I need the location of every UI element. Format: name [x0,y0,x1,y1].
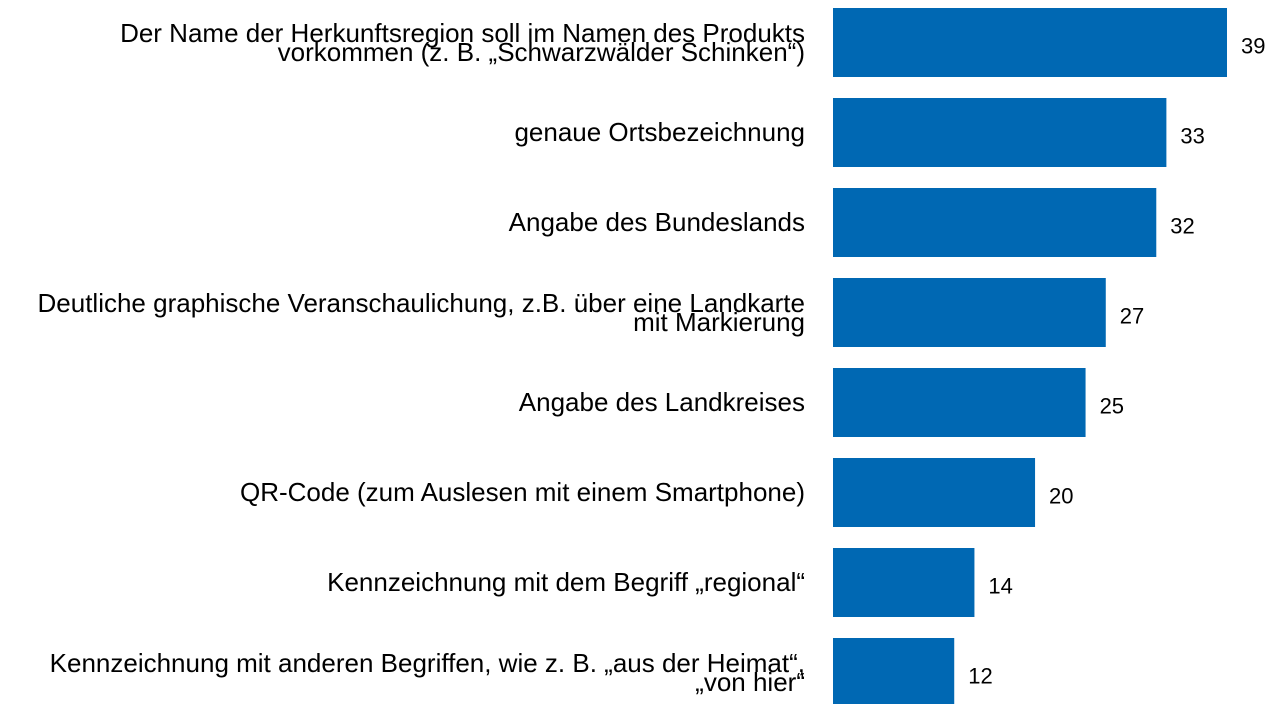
category-label: Deutliche graphische Veranschaulichung, … [5,278,806,347]
value-label: 14 [988,573,1012,598]
value-label: 32 [1170,213,1194,238]
value-label: 33 [1180,123,1204,148]
category-text: Deutliche graphische Veranschaulichung, … [37,287,806,337]
category-label: Der Name der Herkunftsregion soll im Nam… [5,8,805,77]
bar [833,278,1106,347]
bar [833,368,1086,437]
value-label: 25 [1100,393,1124,418]
category-text: QR-Code (zum Auslesen mit einem Smartpho… [239,477,805,507]
category-text: Angabe des Bundeslands [508,207,805,237]
bar [833,98,1167,167]
category-text: Angabe des Landkreises [518,387,805,417]
bar [833,188,1157,257]
category-text: Der Name der Herkunftsregion soll im Nam… [120,17,805,67]
category-label: Kennzeichnung mit dem Begriff „regional“ [5,548,805,617]
bar [833,638,955,704]
category-label: Kennzeichnung mit anderen Begriffen, wie… [5,638,805,704]
category-label: Angabe des Bundeslands [5,188,805,257]
bar [833,8,1227,77]
value-label: 20 [1049,483,1073,508]
value-label: 39 [1241,33,1265,58]
category-label: Angabe des Landkreises [5,368,805,437]
bar [833,548,975,617]
bar [833,458,1036,527]
value-label: 12 [968,663,992,688]
category-text: Kennzeichnung mit anderen Begriffen, wie… [49,647,805,697]
category-text: genaue Ortsbezeichnung [514,117,805,147]
category-label: genaue Ortsbezeichnung [5,98,805,167]
value-label: 27 [1120,303,1144,328]
category-label: QR-Code (zum Auslesen mit einem Smartpho… [5,458,805,527]
category-text: Kennzeichnung mit dem Begriff „regional“ [327,567,805,597]
